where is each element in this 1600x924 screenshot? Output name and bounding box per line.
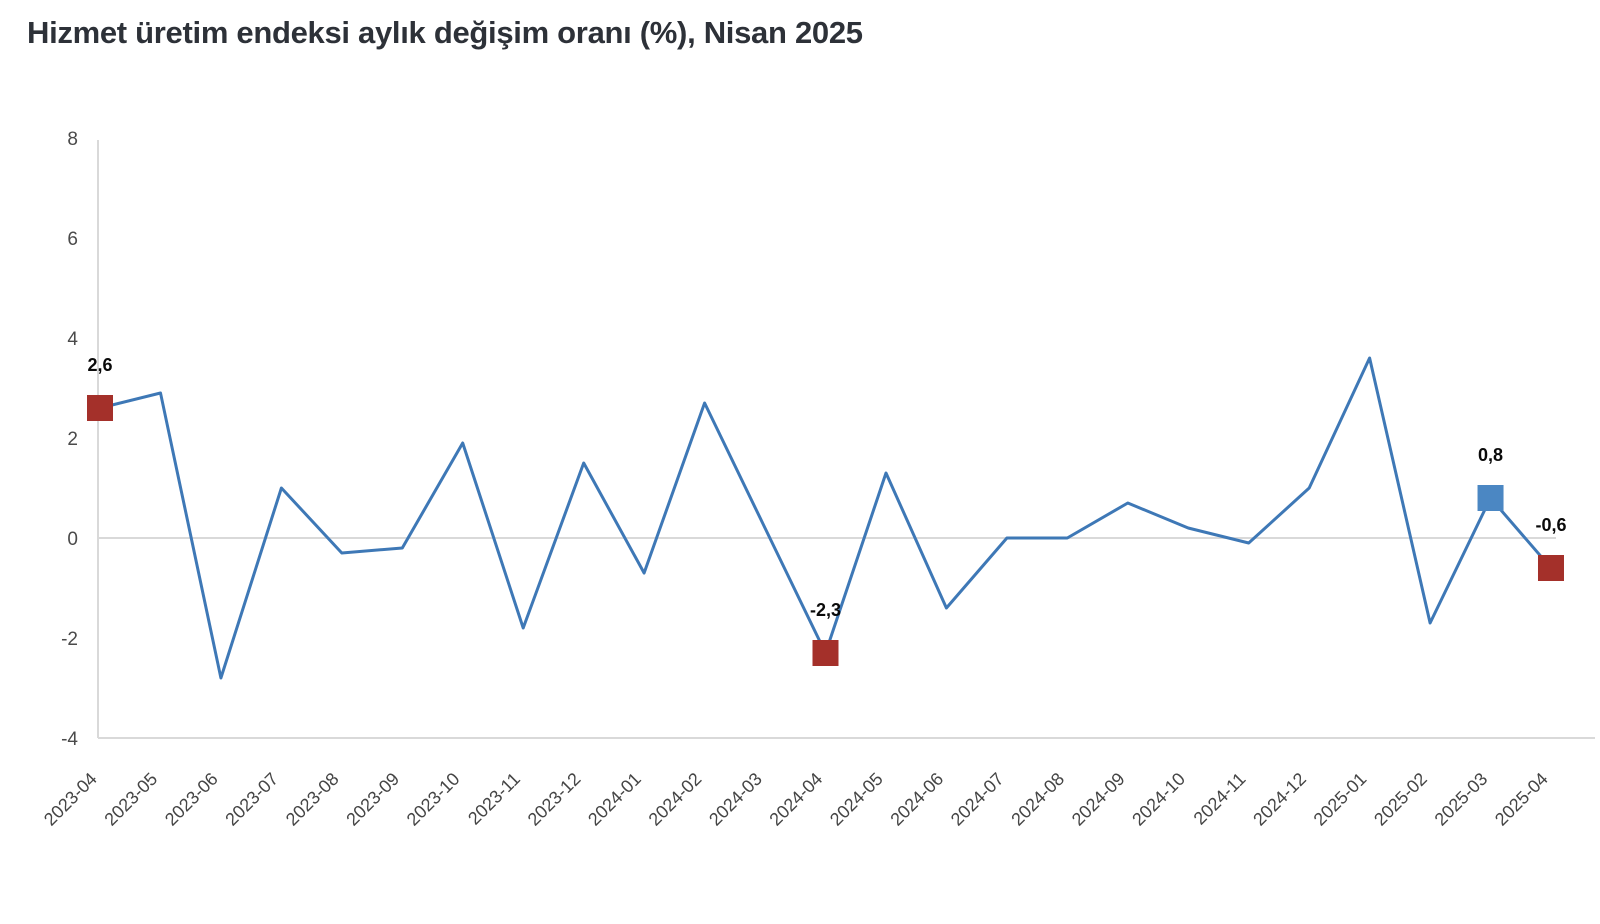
data-point-label: 0,8 [1478,445,1503,465]
y-axis-tick-label: 6 [67,229,78,250]
x-axis-tick-label: 2023-07 [221,769,282,830]
x-axis-tick-label: 2024-09 [1068,769,1129,830]
x-axis-tick-label: 2024-05 [826,769,887,830]
y-axis-tick-label: -2 [61,629,78,650]
data-point-marker [1477,485,1504,511]
x-axis-tick-label: 2024-01 [584,769,645,830]
x-axis-tick-label: 2023-04 [40,769,101,830]
x-axis-tick-label: 2024-11 [1190,769,1250,829]
y-axis-tick-label: 8 [67,129,78,150]
x-axis-tick-label: 2025-03 [1431,769,1492,830]
x-axis-tick-label: 2025-02 [1370,769,1431,830]
x-axis-tick-label: 2025-01 [1310,769,1371,830]
x-axis-tick-label: 2024-08 [1007,769,1068,830]
data-point-marker [87,395,113,421]
x-axis-tick-label: 2024-10 [1128,769,1189,830]
y-axis-tick-label: 0 [67,529,78,550]
data-point-label: -2,3 [810,600,841,620]
x-axis-tick-label: 2024-07 [947,769,1008,830]
y-axis-tick-label: 4 [67,329,78,350]
y-axis-tick-label: -4 [61,729,78,750]
data-point-label: -0,6 [1535,515,1566,535]
data-point-label: 2,6 [87,355,112,375]
x-axis-tick-label: 2025-04 [1491,769,1552,830]
x-axis-tick-label: 2024-04 [765,769,826,830]
x-axis-tick-label: 2024-03 [705,769,766,830]
x-axis-tick-label: 2023-06 [161,769,222,830]
chart-title: Hizmet üretim endeksi aylık değişim oran… [27,15,863,50]
data-point-marker [812,640,839,666]
y-axis-tick-label: 2 [67,429,78,450]
x-axis-tick-label: 2023-10 [403,769,464,830]
x-axis-tick-label: 2023-09 [342,769,403,830]
x-axis-tick-label: 2023-12 [524,769,585,830]
x-axis-tick-label: 2023-05 [100,769,161,830]
data-line [98,356,1553,680]
x-axis-tick-label: 2024-06 [886,769,947,830]
x-axis-tick-label: 2024-02 [645,769,706,830]
x-axis-tick-label: 2024-12 [1249,769,1310,830]
x-axis-tick-label: 2023-08 [282,769,343,830]
data-point-marker [1537,555,1564,581]
x-axis-tick-label: 2023-11 [464,769,524,829]
